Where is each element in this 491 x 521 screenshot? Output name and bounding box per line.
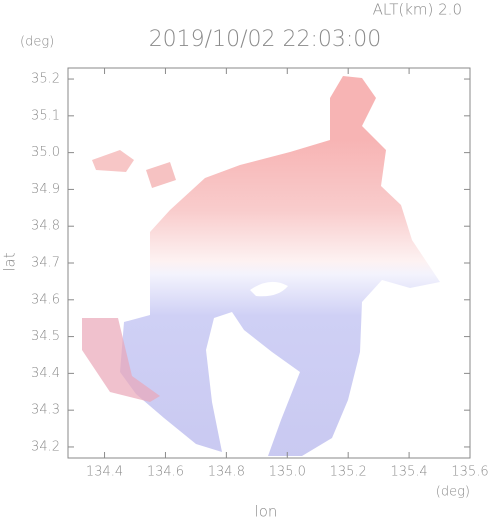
- chart-title: 2019/10/02 22:03:00: [149, 27, 382, 52]
- x-tick-label: 134.4: [86, 465, 123, 480]
- x-tick-label: 135.0: [269, 465, 306, 480]
- x-tick-label: 134.6: [147, 465, 184, 480]
- y-tick-label: 34.8: [31, 219, 60, 234]
- x-tick-label: 134.8: [208, 465, 245, 480]
- y-tick-label: 34.4: [31, 366, 60, 381]
- y-tick-label: 34.9: [31, 182, 60, 197]
- x-unit: (deg): [436, 485, 470, 500]
- radar-field: [82, 76, 440, 456]
- y-tick-label: 34.5: [31, 329, 60, 344]
- y-tick-label: 35.1: [31, 108, 60, 123]
- x-axis-label: lon: [255, 503, 278, 521]
- x-tick-label: 135.2: [330, 465, 367, 480]
- y-tick-label: 34.6: [31, 292, 60, 307]
- y-tick-label: 34.7: [31, 256, 60, 271]
- y-tick-label: 35.2: [31, 72, 60, 87]
- y-axis-label: lat: [1, 252, 19, 271]
- y-tick-label: 34.2: [31, 439, 60, 454]
- x-tick-label: 135.6: [451, 465, 488, 480]
- y-tick-label: 34.3: [31, 403, 60, 418]
- y-tick-label: 35.0: [31, 145, 60, 160]
- x-tick-label: 135.4: [390, 465, 427, 480]
- altitude-label: ALT(km) 2.0: [373, 1, 462, 19]
- y-unit: (deg): [20, 35, 54, 50]
